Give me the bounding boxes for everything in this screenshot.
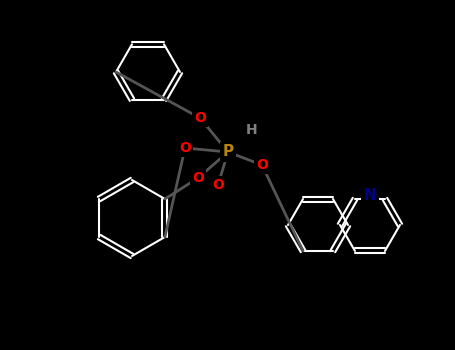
Text: O: O (179, 141, 191, 155)
Text: H: H (246, 123, 258, 137)
Text: P: P (222, 145, 233, 160)
Text: N: N (364, 188, 376, 203)
Text: O: O (192, 171, 204, 185)
Text: O: O (212, 178, 224, 192)
Text: O: O (256, 158, 268, 172)
Text: O: O (194, 111, 206, 125)
